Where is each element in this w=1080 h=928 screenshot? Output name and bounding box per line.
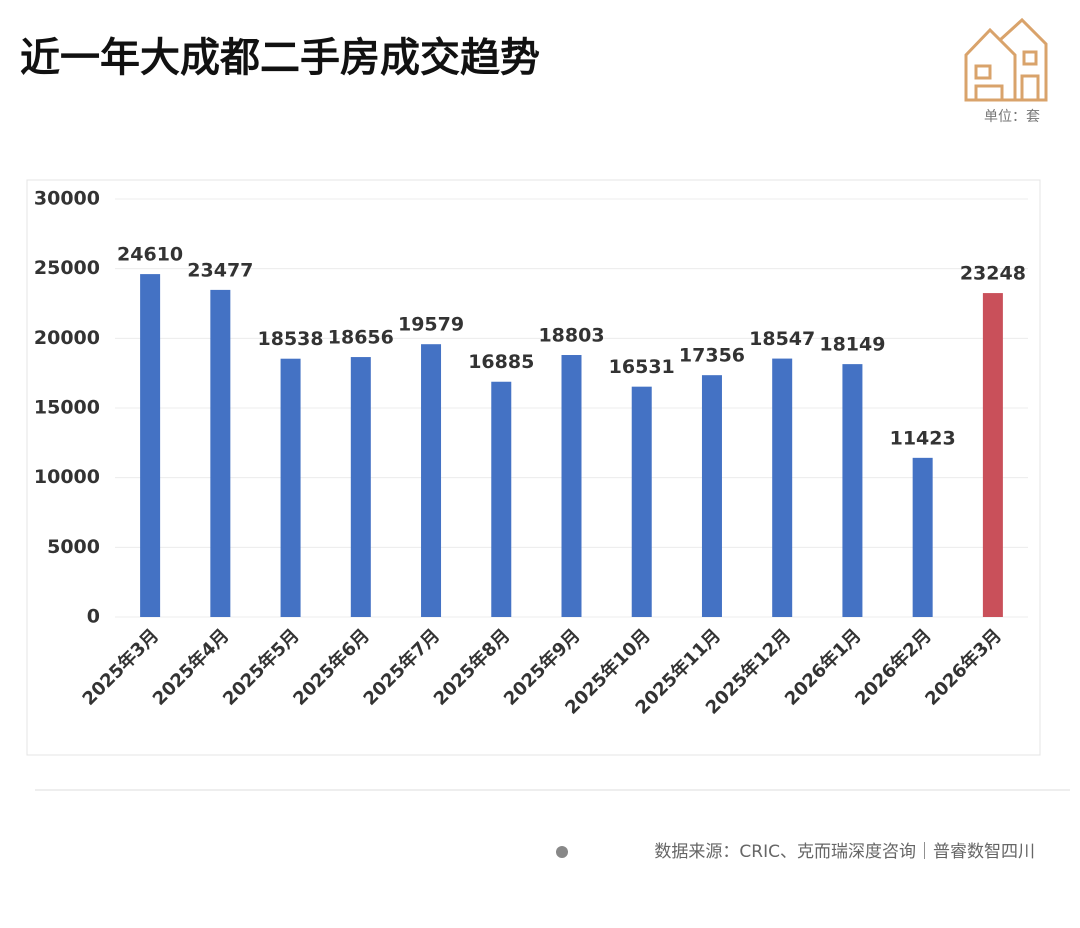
y-tick-label: 15000 bbox=[34, 397, 100, 419]
bar bbox=[561, 355, 582, 617]
bar bbox=[982, 293, 1003, 617]
data-label: 23477 bbox=[187, 259, 253, 281]
data-label: 18547 bbox=[749, 328, 815, 350]
bar bbox=[210, 289, 231, 617]
source-note: 数据来源：CRIC、克而瑞深度咨询｜普睿数智四川 bbox=[654, 842, 1035, 862]
data-label: 19579 bbox=[398, 314, 464, 336]
data-label: 18656 bbox=[328, 327, 394, 349]
data-label: 23248 bbox=[960, 263, 1026, 285]
data-label: 17356 bbox=[679, 345, 745, 367]
data-label: 18149 bbox=[819, 334, 885, 356]
bar bbox=[912, 457, 933, 617]
data-label: 18538 bbox=[258, 328, 324, 350]
bar bbox=[491, 381, 512, 617]
unit-label: 单位：套 bbox=[984, 109, 1040, 125]
bar bbox=[772, 358, 793, 617]
y-tick-label: 5000 bbox=[47, 536, 100, 558]
data-label: 16531 bbox=[609, 356, 675, 378]
bar bbox=[842, 364, 863, 617]
y-tick-label: 25000 bbox=[34, 257, 100, 279]
bar bbox=[350, 357, 371, 617]
bar bbox=[701, 375, 722, 617]
source-dot bbox=[556, 846, 568, 858]
bar bbox=[631, 386, 652, 617]
y-tick-label: 0 bbox=[87, 606, 100, 628]
y-tick-label: 30000 bbox=[34, 188, 100, 210]
y-tick-label: 10000 bbox=[34, 466, 100, 488]
chart-title: 近一年大成都二手房成交趋势 bbox=[20, 35, 540, 81]
data-label: 16885 bbox=[468, 351, 534, 373]
y-tick-label: 20000 bbox=[34, 327, 100, 349]
bar bbox=[280, 358, 301, 617]
data-label: 24610 bbox=[117, 244, 183, 266]
x-tick-label: 2026年3月 bbox=[921, 625, 1006, 710]
data-label: 11423 bbox=[890, 427, 956, 449]
bar bbox=[140, 274, 161, 617]
bar bbox=[421, 344, 442, 617]
data-label: 18803 bbox=[538, 325, 604, 347]
chart-frame bbox=[26, 179, 1041, 756]
house-icon bbox=[964, 17, 1048, 102]
